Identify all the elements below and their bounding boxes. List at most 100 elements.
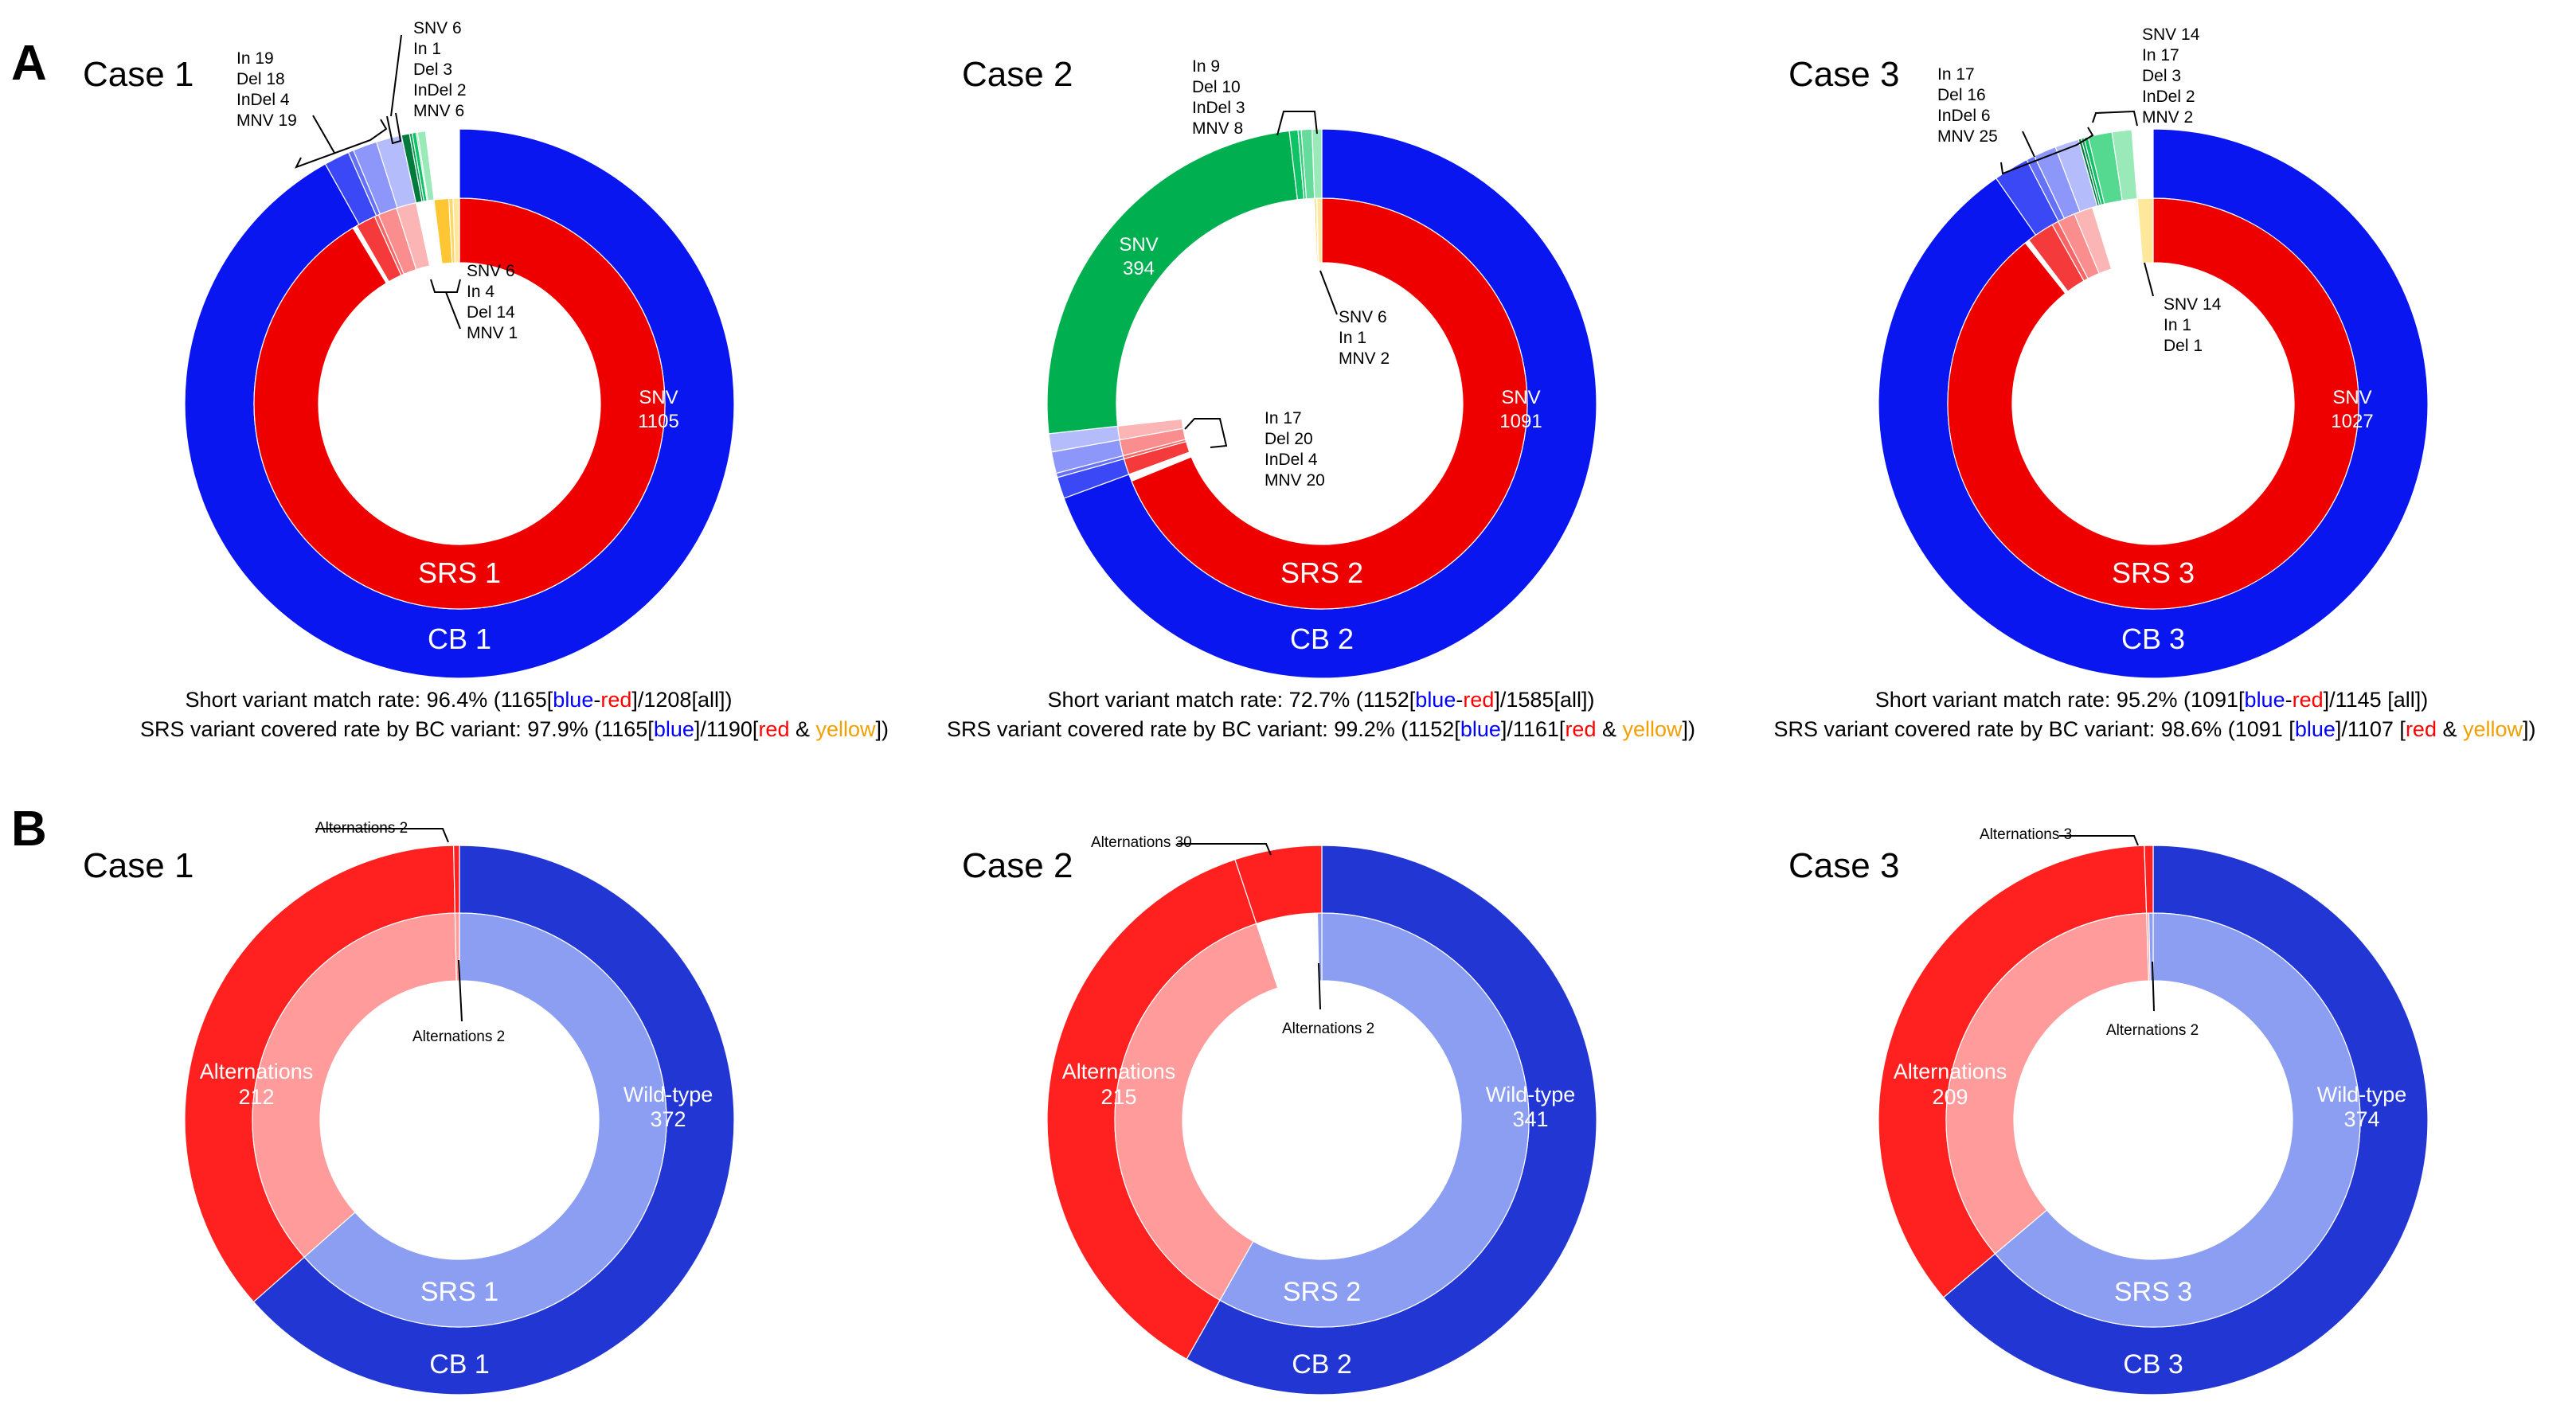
inner-value: 1027 [2331,411,2373,432]
annotation-text: MNV 20 [1265,471,1325,490]
inner-note: Alternations 2 [1282,1021,1374,1037]
case-title: Case 2 [962,55,1073,94]
annotation-text: In 4 [467,283,494,301]
annotation-text: In 1 [413,40,441,58]
inner-segment-snv [253,197,666,610]
caption-case-3: Short variant match rate: 95.2% (1091[bl… [1773,688,2535,741]
annotation-text: SNV 14 [2164,295,2222,314]
inner-segment-snv [2136,197,2154,264]
caption-line-1: Short variant match rate: 96.4% (1165[bl… [186,688,733,712]
inner-value-name: SNV [1501,387,1540,408]
annotation-text: Del 1 [2164,337,2203,355]
inner-note-leader [1318,962,1321,1010]
annotation-text: SNV 14 [2142,25,2200,44]
annotation-text: In 17 [1937,65,1975,84]
annotation-leader [312,115,335,154]
annotation-text: InDel 3 [1192,99,1245,117]
annotation-bracket [2092,110,2138,127]
annotation-text: Del 18 [236,70,285,88]
case-title: Case 3 [1788,846,1899,885]
inner-segment-wild-type [1994,912,2361,1328]
annotation-leader [1319,270,1338,315]
case-title: Case 1 [83,846,193,885]
annotation-text: InDel 4 [236,91,290,109]
outer-ring-label: CB 3 [2123,1349,2183,1380]
annotation-text: InDel 4 [1265,451,1318,469]
inner-segment-alternations [1114,923,1279,1302]
caption-line-1: Short variant match rate: 72.7% (1152[bl… [1048,688,1595,712]
annotation-text: SNV 6 [467,262,515,280]
inner-segment-alternations [252,912,457,1259]
inner-segment-in [1116,418,1184,441]
inner-ring-label: SRS 3 [2114,1277,2192,1307]
alternations-value: 209 [1932,1085,1968,1109]
inner-segment-snv [1131,197,1528,610]
outer-ring-label: CB 1 [428,623,491,655]
outer-note: Alternations 30 [1091,834,1192,851]
inner-note: Alternations 2 [412,1028,505,1045]
alternations-value: 212 [238,1085,274,1109]
annotation-text: MNV 25 [1937,127,1998,146]
annotation-text: In 9 [1192,57,1220,76]
annotation-text: MNV 6 [413,102,464,120]
inner-ring-label: SRS 2 [1283,1277,1361,1307]
annotation-bracket [386,112,402,145]
annotation-text: Del 3 [413,60,452,79]
inner-note-leader [458,959,463,1022]
outer-segment-alternations [452,845,460,914]
caption-line-1: Short variant match rate: 95.2% (1091[bl… [1875,688,2428,712]
case-title: Case 2 [962,846,1073,885]
annotation-text: In 17 [2142,46,2179,64]
annotation-bracket [430,279,461,293]
annotation-text: MNV 8 [1192,119,1243,138]
caption-case-2: Short variant match rate: 72.7% (1152[bl… [947,688,1695,741]
annotation-text: Del 14 [467,303,515,322]
outer-ring-label: CB 2 [1292,1349,1352,1380]
inner-segment-snv [1316,197,1323,263]
annotation-text: SNV 6 [1339,308,1387,326]
alternations-value: 215 [1100,1085,1136,1109]
annotation-text: Del 10 [1192,78,1241,96]
inner-segment-alternations [1945,912,2149,1255]
green-value: 394 [1123,258,1155,279]
caption-line-2: SRS variant covered rate by BC variant: … [947,717,1695,741]
inner-ring-label: SRS 2 [1280,556,1363,589]
annotation-bracket [294,119,388,169]
annotation-text: MNV 2 [1339,349,1390,368]
wild-type-value: 374 [2343,1107,2379,1131]
annotation-text: Del 16 [1937,86,1986,104]
annotation-text: InDel 2 [2142,88,2195,106]
annotation-text: Del 3 [2142,67,2181,85]
wild-type-name: Wild-type [1486,1083,1576,1107]
caption-line-2: SRS variant covered rate by BC variant: … [140,717,889,741]
panel-label-a: A [11,36,47,91]
annotation-bracket [1184,418,1228,448]
inner-ring-label: SRS 1 [418,556,501,589]
outer-note-leader [1177,843,1272,856]
outer-note-leader [2059,835,2139,846]
inner-value: 1091 [1499,411,1542,432]
inner-segment-snv [452,197,460,263]
annotation-text: In 1 [2164,316,2191,334]
annotation-text: In 17 [1265,409,1302,427]
inner-segment-wild-type [1219,912,1530,1328]
inner-note-leader [2152,961,2155,1012]
annotation-text: Del 20 [1265,430,1313,448]
annotation-bracket [2000,127,2094,175]
outer-note-leader [315,828,449,843]
panel-label-b: B [11,802,47,857]
inner-ring-label: SRS 3 [2112,556,2195,589]
panel-a-case-3-donut: Case 3 CB 3 SRS 3 SNV 1027 In 17 Del 16 InDel … [1788,25,2429,679]
outer-ring-label: CB 1 [429,1349,490,1380]
inner-segment-wild-type [303,912,667,1328]
annotation-leader [390,34,402,117]
panel-a-case-2-donut: Case 2 CB 2 SRS 2 SNV 1091 In 9 Del 10 InDel 3… [962,55,1597,679]
outer-segment-alternations [1234,845,1323,925]
caption-case-1: Short variant match rate: 96.4% (1165[bl… [140,688,889,741]
inner-segment-snv [1947,197,2359,610]
inner-note: Alternations 2 [2106,1022,2199,1039]
annotation-text: In 19 [236,49,274,68]
annotation-leader [445,291,461,330]
